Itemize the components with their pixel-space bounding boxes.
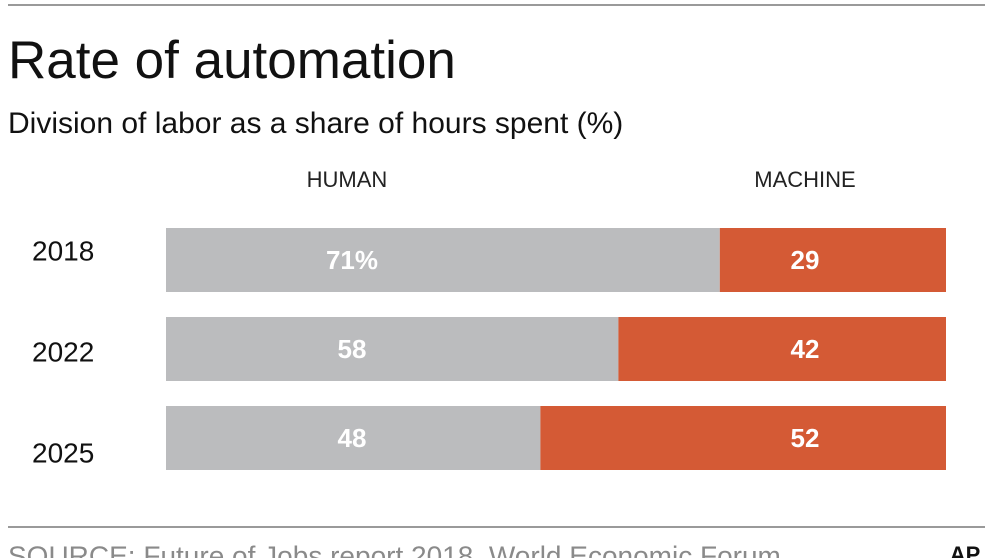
value-label: 58 [338, 334, 367, 364]
value-label: 52 [791, 423, 820, 453]
chart-title: Rate of automation [8, 31, 456, 90]
bar-segment [618, 317, 946, 381]
y-tick-label: 2018 [32, 235, 94, 266]
source-note: SOURCE: Future of Jobs report 2018, Worl… [8, 540, 781, 558]
value-label: 29 [791, 245, 820, 275]
bar-segment [166, 228, 720, 292]
credit-logo: AP [950, 542, 981, 558]
legend-label: MACHINE [754, 167, 855, 192]
chart-subtitle: Division of labor as a share of hours sp… [8, 107, 623, 140]
value-label: 48 [338, 423, 367, 453]
bar-segment [540, 406, 946, 470]
y-tick-label: 2022 [32, 336, 94, 367]
bar-segment [719, 228, 946, 292]
value-label: 42 [791, 334, 820, 364]
bar-segment [166, 406, 541, 470]
bar-segment [166, 317, 619, 381]
y-tick-label: 2025 [32, 437, 94, 468]
value-label: 71% [326, 245, 378, 275]
legend-label: HUMAN [307, 167, 388, 192]
